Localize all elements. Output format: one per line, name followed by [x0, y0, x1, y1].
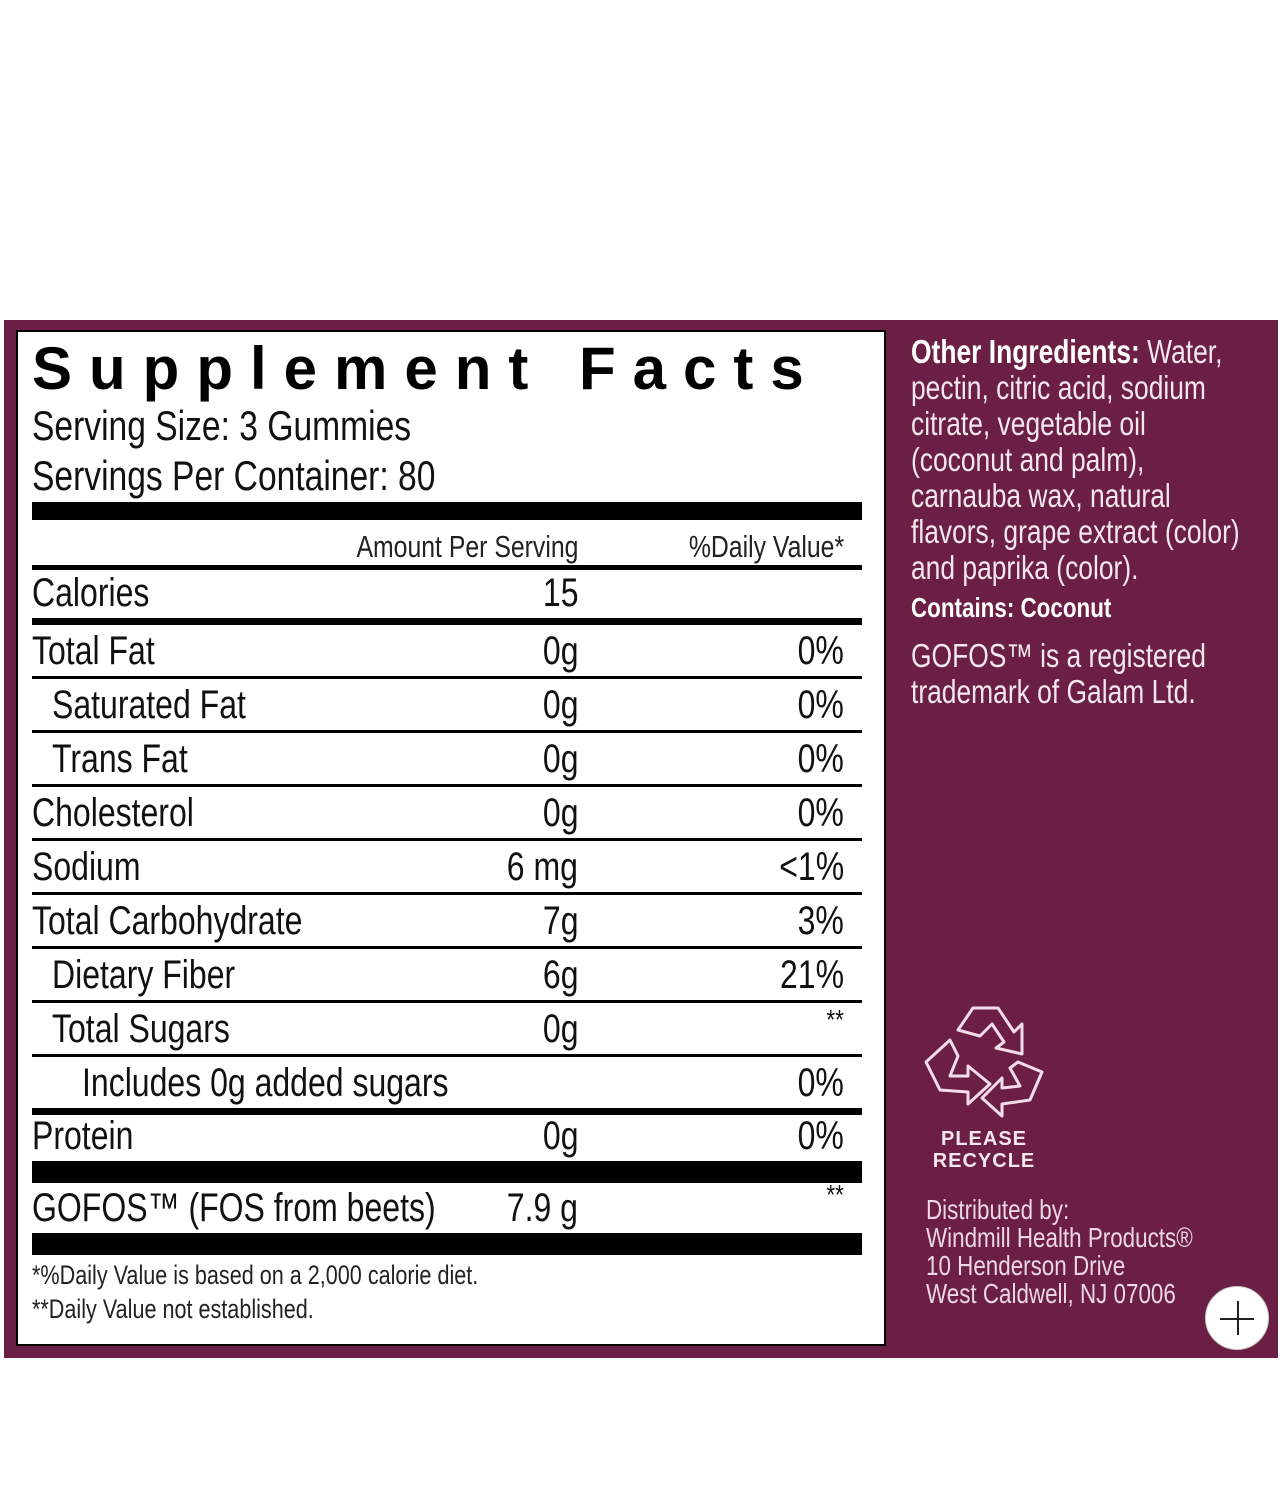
divider	[32, 784, 862, 787]
header-amount: Amount Per Serving	[356, 529, 578, 564]
nutrient-dv: 0%	[797, 737, 844, 781]
nutrient-name: GOFOS™ (FOS from beets)	[32, 1186, 436, 1230]
text-line: GOFOS™ is a registered	[911, 637, 1206, 674]
ingredient-line: citrate, vegetable oil	[911, 405, 1146, 442]
nutrient-amount: 7.9 g	[506, 1186, 578, 1230]
serving-size: Serving Size: 3 Gummies	[32, 402, 412, 449]
nutrient-name: Includes 0g added sugars	[82, 1061, 449, 1105]
row-protein: Protein 0g 0%	[32, 1114, 862, 1161]
nutrient-name: Total Carbohydrate	[32, 899, 303, 943]
recycle-icon	[924, 1006, 1044, 1118]
supplement-facts-panel: Supplement Facts Serving Size: 3 Gummies…	[16, 330, 886, 1346]
nutrient-amount: 0g	[542, 1007, 578, 1051]
contains-allergen: Contains: Coconut	[911, 592, 1112, 623]
nutrient-amount: 15	[542, 571, 578, 615]
other-ingredients-label: Other Ingredients:	[911, 333, 1140, 370]
divider	[32, 892, 862, 895]
ingredient-line: and paprika (color).	[911, 549, 1139, 586]
nutrient-name: Cholesterol	[32, 791, 194, 835]
facts-title: Supplement Facts	[32, 335, 821, 402]
row-gofos: GOFOS™ (FOS from beets) 7.9 g **	[32, 1179, 862, 1233]
nutrient-row: Total Sugars 0g **	[32, 1003, 862, 1057]
nutrient-dv: 21%	[779, 953, 844, 997]
divider	[32, 838, 862, 841]
other-ingredients: Other Ingredients: Water, pectin, citric …	[911, 334, 1283, 586]
distributor-info: Distributed by: Windmill Health Products®…	[926, 1196, 1259, 1308]
nutrient-row: Saturated Fat 0g 0%	[32, 679, 862, 733]
footnote-not-established: **Daily Value not established.	[32, 1294, 314, 1324]
nutrient-amount: 6g	[542, 953, 578, 997]
divider	[32, 1000, 862, 1003]
text-line: West Caldwell, NJ 07006	[926, 1278, 1176, 1309]
nutrient-dv: 3%	[797, 899, 844, 943]
nutrient-name: Total Fat	[32, 629, 155, 673]
nutrient-row: Dietary Fiber 6g 21%	[32, 949, 862, 1003]
nutrient-dv: 0%	[797, 1061, 844, 1105]
text-line: trademark of Galam Ltd.	[911, 673, 1196, 710]
please-recycle: PLEASE RECYCLE	[932, 1128, 1036, 1172]
divider-thick	[32, 1161, 862, 1183]
nutrient-row: Total Fat 0g 0%	[32, 625, 862, 679]
nutrient-name: Saturated Fat	[52, 683, 246, 727]
nutrient-row: Includes 0g added sugars 0%	[32, 1057, 862, 1108]
nutrient-dv: **	[826, 1004, 844, 1035]
header-dv: %Daily Value*	[688, 529, 844, 564]
divider	[32, 676, 862, 679]
nutrient-row: Trans Fat 0g 0%	[32, 733, 862, 787]
nutrient-dv: <1%	[779, 845, 844, 889]
divider	[32, 1054, 862, 1057]
zoom-plus-button[interactable]	[1205, 1286, 1269, 1350]
ingredient-line: carnauba wax, natural	[911, 477, 1171, 514]
text-line: Windmill Health Products®	[926, 1222, 1193, 1253]
text-line: Distributed by:	[926, 1194, 1070, 1225]
nutrient-dv: 0%	[797, 629, 844, 673]
nutrient-dv: 0%	[797, 791, 844, 835]
nutrient-name: Trans Fat	[52, 737, 188, 781]
ingredient-line: Other Ingredients: Water,	[911, 333, 1223, 370]
nutrient-name: Total Sugars	[52, 1007, 230, 1051]
divider-thick	[32, 1233, 862, 1255]
nutrient-name: Protein	[32, 1114, 134, 1158]
nutrient-amount: 0g	[542, 1114, 578, 1158]
nutrient-amount: 0g	[542, 629, 578, 673]
row-calories: Calories 15	[32, 570, 862, 618]
nutrient-amount: 6 mg	[506, 845, 578, 889]
ingredient-line: flavors, grape extract (color)	[911, 513, 1240, 550]
nutrient-name: Sodium	[32, 845, 141, 889]
nutrient-dv: 0%	[797, 683, 844, 727]
nutrient-name: Calories	[32, 571, 150, 615]
ingredient-line: (coconut and palm),	[911, 441, 1145, 478]
nutrient-amount: 7g	[542, 899, 578, 943]
divider-medium	[32, 618, 862, 625]
nutrient-row: Cholesterol 0g 0%	[32, 787, 862, 841]
column-header: Amount Per Serving %Daily Value*	[32, 520, 862, 565]
nutrient-amount: 0g	[542, 683, 578, 727]
nutrient-row: Total Carbohydrate 7g 3%	[32, 895, 862, 949]
footnote-dv: *%Daily Value is based on a 2,000 calori…	[32, 1260, 479, 1290]
servings-per-container: Servings Per Container: 80	[32, 452, 436, 499]
divider	[32, 565, 862, 570]
text-line: 10 Henderson Drive	[926, 1250, 1126, 1281]
ingredient-line: pectin, citric acid, sodium	[911, 369, 1206, 406]
divider	[32, 730, 862, 733]
nutrient-amount: 0g	[542, 791, 578, 835]
divider-thick	[32, 502, 862, 520]
divider-medium	[32, 1108, 862, 1115]
divider	[32, 946, 862, 949]
trademark-note: GOFOS™ is a registered trademark of Galam…	[911, 638, 1280, 710]
nutrient-dv: **	[826, 1179, 844, 1210]
nutrient-row: Sodium 6 mg <1%	[32, 841, 862, 895]
nutrient-name: Dietary Fiber	[52, 953, 236, 997]
nutrient-dv: 0%	[797, 1114, 844, 1158]
nutrient-amount: 0g	[542, 737, 578, 781]
